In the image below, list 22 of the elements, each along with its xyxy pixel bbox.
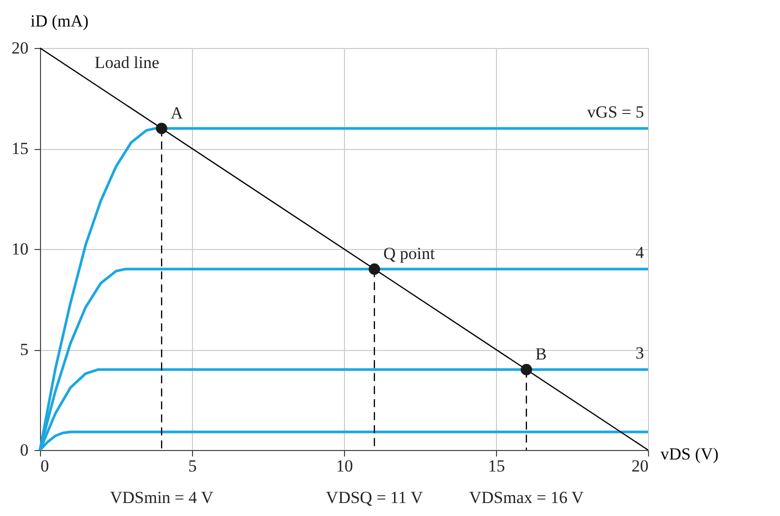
annotation: Load line	[94, 53, 160, 72]
x-tick-label: 0	[40, 456, 49, 476]
x-tick-label: 5	[188, 456, 197, 476]
y-axis-title: iD (mA)	[30, 12, 89, 30]
annotation: Q point	[383, 244, 436, 264]
text: VDSQ = 11 V	[326, 488, 424, 507]
annotation: A	[170, 103, 184, 122]
y-tick-label: 0	[20, 440, 28, 460]
series-label: 3	[636, 344, 644, 363]
y-tick-label: 5	[20, 340, 28, 359]
text: VDSmin = 4 V	[110, 488, 214, 507]
x-tick-label: 15	[488, 456, 505, 476]
annotation: B	[535, 344, 547, 364]
x-tick-label: 10	[336, 456, 353, 476]
y-tick-label: 10	[12, 240, 28, 258]
series-label: 4	[636, 243, 644, 262]
x-tick-label: 20	[632, 456, 648, 476]
y-tick-label: 15	[12, 139, 28, 158]
y-tick-label: 20	[12, 38, 28, 58]
series-label: vGS = 5	[587, 102, 644, 122]
text: VDSmax = 16 V	[469, 488, 584, 507]
x-axis-title: vDS (V)	[660, 444, 719, 464]
